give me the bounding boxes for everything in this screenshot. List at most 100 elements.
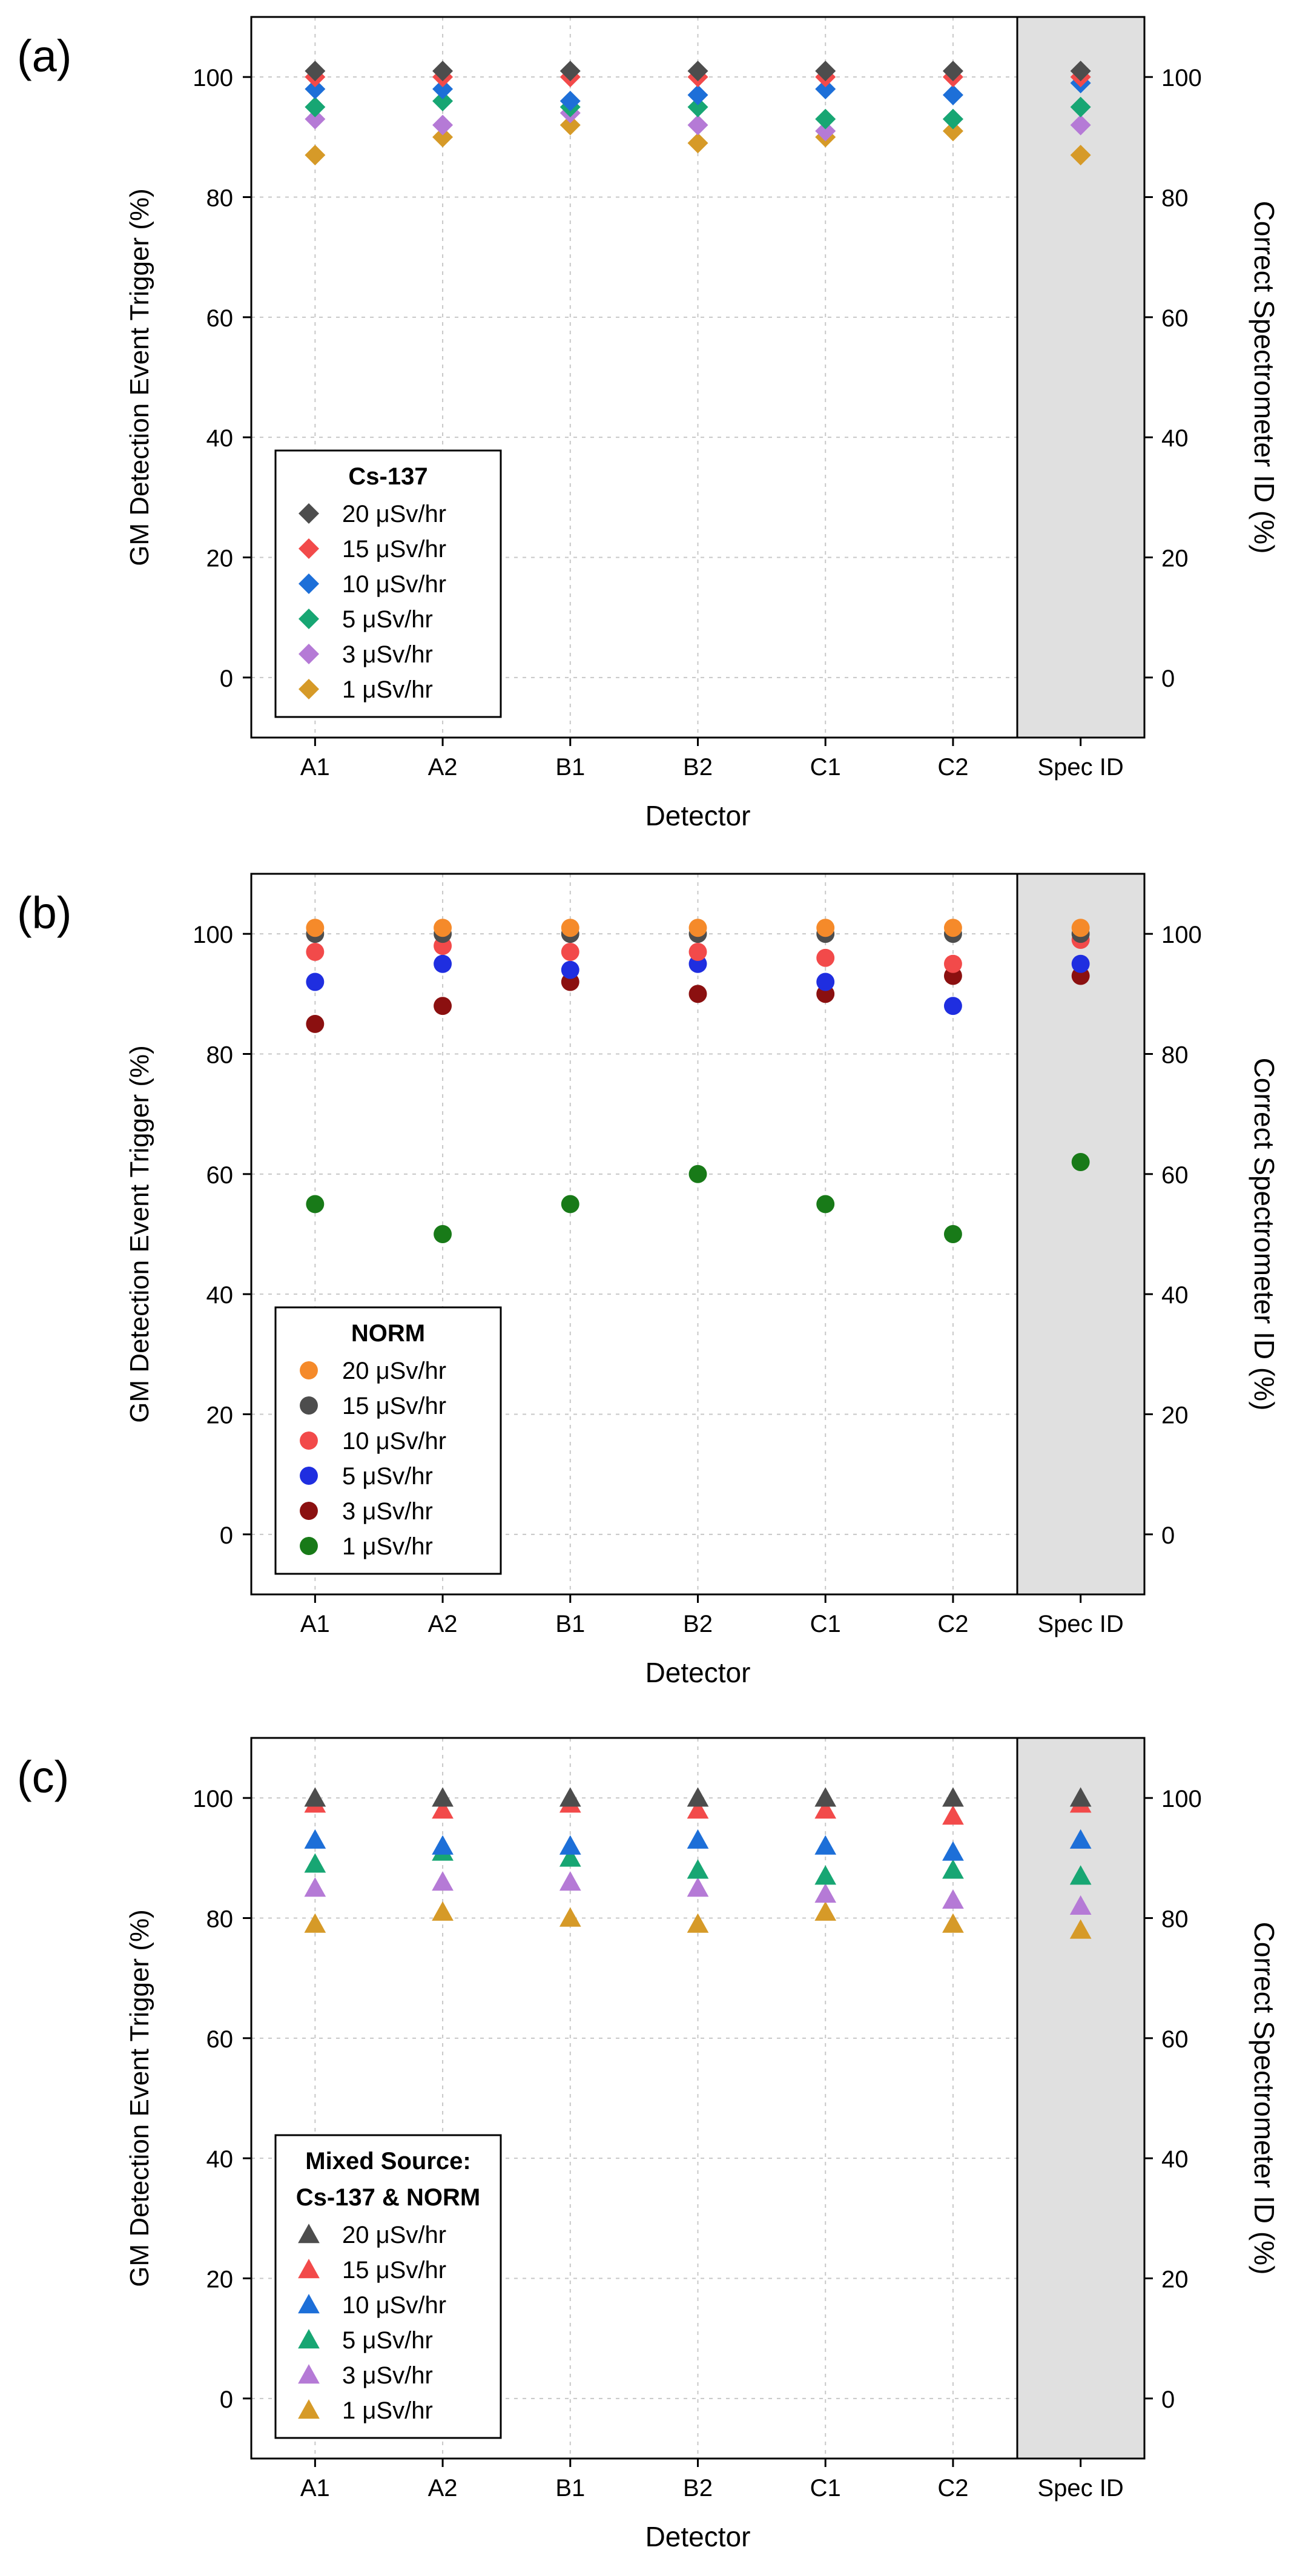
legend-label: 20 μSv/hr: [342, 1358, 446, 1384]
data-point: [1069, 1895, 1092, 1915]
legend-marker: [298, 2399, 320, 2419]
legend-marker: [300, 1432, 318, 1450]
x-tick-label: C1: [810, 1611, 841, 1637]
legend-box: [274, 2134, 502, 2439]
data-point: [687, 1787, 709, 1807]
data-point: [688, 1164, 707, 1183]
data-point: [1069, 1865, 1092, 1885]
legend-label: 3 μSv/hr: [342, 2362, 433, 2389]
y-tick-label: 20: [206, 1402, 234, 1429]
x-axis-label: Detector: [645, 800, 751, 831]
chart-panel: (c) 0 0 20 20 40 40 60 60 80 80 100 100 A1 A2 B1 B2 C1 C2 S…: [17, 1737, 1280, 2552]
data-point: [432, 1871, 454, 1891]
data-point: [559, 61, 581, 82]
y-tick-label: 40: [206, 1282, 234, 1309]
y2-tick-label: 20: [1161, 1402, 1189, 1429]
data-point: [304, 1829, 326, 1849]
data-point: [306, 942, 325, 961]
legend-marker: [298, 2259, 320, 2279]
data-point: [1070, 114, 1091, 136]
data-point: [559, 90, 581, 111]
data-point: [943, 954, 962, 973]
data-point: [561, 1195, 579, 1214]
y2-tick-label: 100: [1161, 65, 1202, 91]
data-point: [432, 1787, 454, 1807]
x-tick-label: A1: [300, 754, 330, 781]
y-tick-label: 20: [206, 546, 234, 572]
panel-label: (b): [17, 888, 71, 938]
x-tick-label: B2: [683, 2475, 713, 2502]
data-point: [434, 954, 452, 973]
x-axis-label: Detector: [645, 1657, 751, 1688]
spec-id-band: [1017, 1738, 1144, 2459]
data-point: [815, 79, 836, 99]
y-tick-label: 20: [206, 2267, 234, 2293]
y2-tick-label: 40: [1161, 2146, 1189, 2173]
legend-marker: [299, 538, 319, 559]
legend-marker: [299, 609, 319, 629]
legend-marker: [300, 1537, 318, 1555]
x-tick-label: Spec ID: [1037, 1611, 1123, 1637]
data-point: [816, 948, 835, 967]
y-tick-label: 80: [206, 185, 234, 212]
legend-marker: [299, 679, 319, 699]
data-point: [559, 1907, 581, 1927]
y-tick-label: 40: [206, 425, 234, 452]
data-point: [432, 1799, 454, 1819]
legend-title: Mixed Source:: [305, 2148, 470, 2175]
data-point: [687, 96, 708, 117]
data-point: [559, 1787, 581, 1807]
y-tick-label: 80: [206, 1906, 234, 1933]
panel-label: (a): [17, 31, 71, 81]
x-axis-label: Detector: [645, 2521, 751, 2552]
data-point: [687, 1799, 709, 1819]
legend-label: 10 μSv/hr: [342, 2292, 446, 2319]
data-point: [305, 61, 326, 82]
legend-marker: [298, 2329, 320, 2349]
data-point: [559, 1835, 581, 1855]
data-point: [815, 108, 836, 130]
legend-marker: [300, 1502, 318, 1520]
legend-label: 5 μSv/hr: [342, 606, 433, 633]
legend-title: Cs-137 & NORM: [296, 2184, 481, 2211]
legend-title: Cs-137: [348, 463, 427, 490]
legend-marker: [300, 1361, 318, 1379]
x-tick-label: A2: [428, 2475, 458, 2502]
data-point: [943, 919, 962, 937]
x-tick-label: B1: [555, 2475, 585, 2502]
data-point: [559, 1871, 581, 1891]
data-point: [687, 84, 708, 105]
data-point: [1069, 1787, 1092, 1807]
legend-label: 5 μSv/hr: [342, 1463, 433, 1490]
y2-tick-label: 80: [1161, 1042, 1189, 1069]
data-point: [687, 114, 708, 136]
y-tick-label: 100: [193, 1786, 233, 1812]
data-point: [306, 919, 325, 937]
data-point: [687, 61, 708, 82]
x-tick-label: B2: [683, 1611, 713, 1637]
data-point: [1071, 919, 1090, 937]
x-tick-label: A1: [300, 2475, 330, 2502]
data-point: [305, 79, 326, 99]
y2-axis-label: Correct Spectrometer ID (%): [1249, 1922, 1280, 2275]
y2-tick-label: 40: [1161, 425, 1189, 452]
x-tick-label: C2: [937, 754, 968, 781]
data-point: [304, 1877, 326, 1897]
y-axis-label: GM Detection Event Trigger (%): [125, 188, 154, 566]
data-point: [432, 79, 454, 99]
x-tick-label: B1: [555, 754, 585, 781]
data-point: [943, 997, 962, 1016]
data-point: [304, 1913, 326, 1933]
data-point: [304, 1787, 326, 1807]
data-point: [942, 1805, 964, 1825]
data-point: [815, 121, 836, 142]
y2-tick-label: 20: [1161, 2267, 1189, 2293]
data-point: [942, 1889, 964, 1909]
data-point: [1070, 96, 1091, 117]
data-point: [814, 1835, 837, 1855]
x-tick-label: C2: [937, 1611, 968, 1637]
y2-tick-label: 80: [1161, 1906, 1189, 1933]
data-point: [687, 1859, 709, 1879]
